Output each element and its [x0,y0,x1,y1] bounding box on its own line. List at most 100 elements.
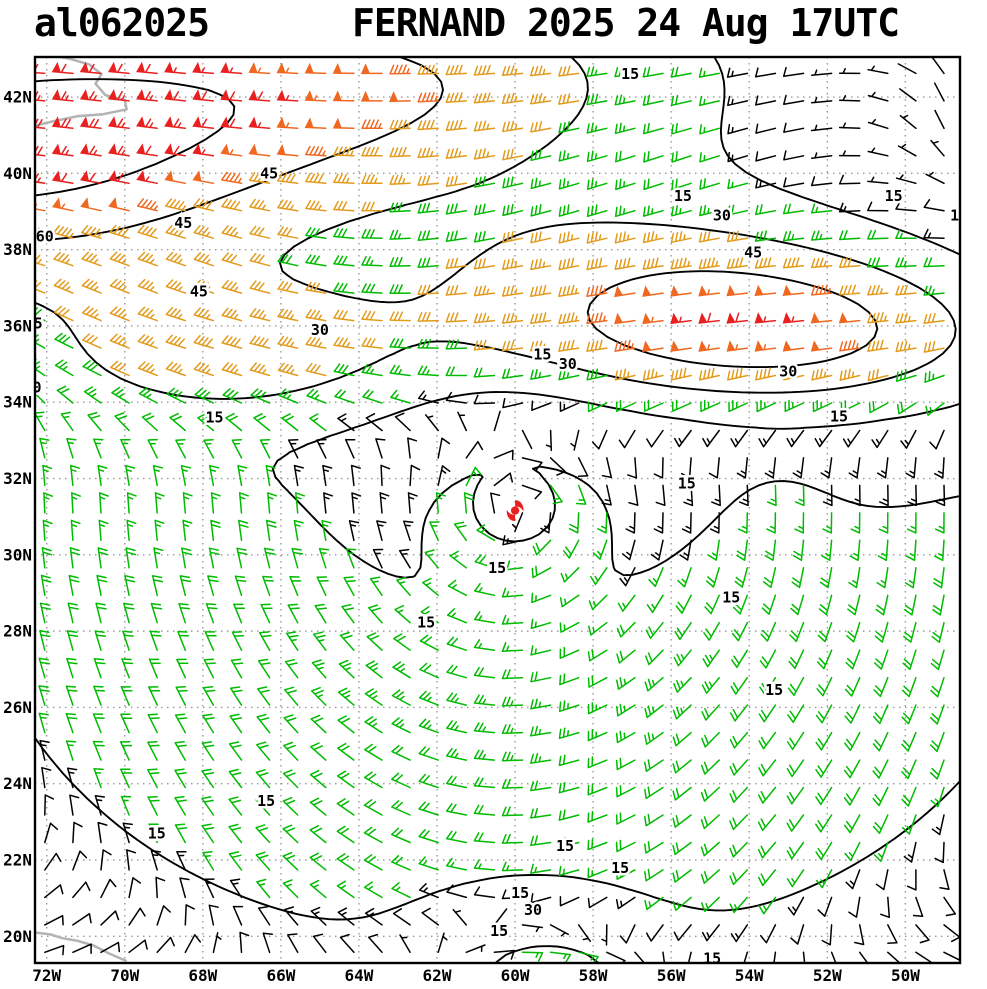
wind-barb [392,908,411,926]
wind-barb [107,116,130,130]
wind-barb [673,649,692,667]
wind-barb [874,621,889,643]
wind-barb [501,340,524,352]
wind-barb [838,312,861,324]
wind-barb [558,781,580,794]
lat-tick-label: 22N [3,851,32,870]
wind-barb [815,814,833,833]
wind-barb [935,484,946,507]
wind-barb [736,457,749,479]
contour-label: 15 [205,409,223,427]
wind-barb [417,175,439,186]
wind-barb [559,594,580,608]
wind-barb [282,851,299,871]
wind-barb [220,116,243,130]
wind-barb [699,178,720,190]
wind-barb [615,757,636,771]
wind-barb [502,203,524,217]
wind-barb [838,202,861,213]
wind-barb [587,783,608,796]
wind-barb [619,924,636,944]
wind-barb [642,66,664,78]
wind-barb [700,399,720,413]
wind-barb [931,814,945,836]
wind-barb [586,66,608,78]
wind-barb [762,567,777,589]
wind-barb [929,731,945,753]
wind-barb [193,198,215,212]
wind-barb [81,305,102,322]
wind-barb [201,823,215,844]
wind-barb [114,412,130,432]
wind-barb [786,759,805,778]
wind-barb [615,178,636,191]
wind-barb [614,205,636,218]
wind-barb [276,144,299,157]
wind-barb [680,457,692,479]
wind-barb [671,178,692,191]
wind-barb [44,794,55,816]
wind-barb [417,230,439,241]
wind-barb [642,205,664,217]
wind-barb [193,224,215,239]
wind-barb [222,388,243,404]
wind-barb [92,740,105,761]
contour-label: 15 [533,346,551,364]
wind-barb [887,951,901,963]
wind-barb [754,204,777,216]
wind-barb [445,775,468,789]
wind-barb [51,143,74,157]
wind-barb [761,594,777,615]
wind-barb [650,539,664,561]
wind-barb [39,739,50,761]
wind-barb [380,464,391,487]
wind-barb [39,630,51,651]
wind-barb [237,464,248,487]
wind-barb [912,896,924,917]
wind-barb [265,519,277,542]
wind-barb [787,676,805,697]
wind-barb [810,284,833,296]
wind-barb [587,648,608,662]
wind-barb [409,464,421,487]
wind-barb [249,308,271,322]
wind-barb [229,686,243,706]
wind-barb [591,429,608,450]
wind-barb [259,438,271,459]
wind-barb [230,658,244,679]
lat-tick-label: 28N [3,622,32,641]
wind-barb [364,688,383,706]
wind-barb [147,713,160,734]
lon-tick-label: 56W [657,966,686,985]
contour-label: 15 [674,187,692,205]
wind-barb [203,438,215,459]
wind-barb [178,602,191,624]
wind-barb [65,685,78,706]
wind-barb [786,841,805,860]
wind-barb [614,312,636,325]
wind-barb [783,122,805,133]
wind-barb [184,904,195,926]
wind-barb [150,850,162,871]
wind-barb [511,512,524,533]
wind-barb [463,492,475,514]
wind-barb [260,603,273,624]
wind-barb [939,869,950,891]
wind-barb [699,152,720,163]
wind-barb [35,384,46,404]
wind-barb [642,257,664,270]
wind-barb [895,229,917,240]
contour-label: 15 [885,187,903,205]
wind-barb [281,413,299,432]
wind-barb [787,704,805,724]
wind-barb [221,279,243,294]
wind-barb [283,741,299,761]
wind-barb [670,285,692,297]
wind-barb [726,340,749,352]
wind-barb [437,932,448,954]
wind-barb [306,388,327,404]
wind-barb [277,362,299,377]
wind-barb [838,122,861,130]
hurricane-symbol-icon [506,500,524,522]
isotach-30kt [35,57,957,400]
